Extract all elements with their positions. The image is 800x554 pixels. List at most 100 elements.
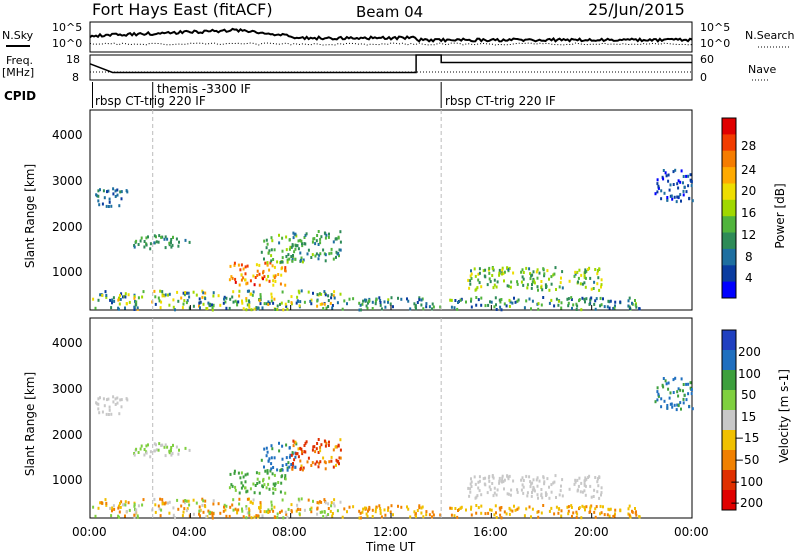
velocity-cell (309, 507, 312, 511)
power-cell (577, 280, 579, 284)
velocity-cell (361, 510, 364, 514)
velocity-cell (614, 512, 616, 516)
power-cell (683, 185, 686, 189)
power-cell (133, 245, 136, 249)
velocity-cell (177, 452, 180, 456)
velocity-cell (379, 509, 382, 512)
power-cell (248, 305, 251, 309)
velocity-cell (233, 469, 236, 473)
velocity-cell (687, 392, 690, 396)
power-cell (273, 297, 276, 301)
power-cell (348, 297, 351, 301)
velocity-cell (327, 507, 330, 510)
power-cell (204, 297, 207, 301)
velocity-cell (587, 476, 590, 479)
power-cell (560, 301, 563, 305)
power-cell (301, 260, 304, 264)
velocity-cell (274, 488, 277, 491)
velocity-cell (679, 401, 682, 405)
velocity-cell (523, 514, 526, 518)
velocity-cell (352, 505, 355, 509)
power-cell (187, 291, 190, 295)
power-cell (107, 205, 110, 208)
velocity-cell (325, 514, 328, 518)
velocity-cell (390, 504, 393, 508)
power-cell (253, 307, 256, 311)
velocity-cell (153, 449, 156, 453)
power-colorbar-segment (722, 281, 736, 299)
power-cell (199, 306, 201, 310)
power-cell (525, 299, 528, 303)
power-cell (540, 303, 543, 307)
freq-left-tick-top: 18 (66, 53, 80, 66)
power-cell (265, 238, 268, 242)
velocity-cell (219, 511, 222, 515)
power-cell (493, 278, 496, 282)
velocity-cell (520, 478, 523, 482)
velocity-cell (242, 475, 245, 479)
velocity-cell (528, 505, 531, 509)
power-cell (292, 231, 295, 235)
velocity-cell (117, 506, 120, 510)
power-cell (516, 282, 519, 286)
velocity-cell (268, 509, 271, 513)
power-cell (379, 303, 382, 307)
power-cell (170, 238, 173, 241)
nsearch-label: N.Search (745, 29, 795, 42)
power-cell (531, 280, 534, 284)
power-cell (583, 281, 586, 285)
power-cell (470, 299, 472, 303)
cpid-label: CPID (4, 89, 37, 103)
power-cell (322, 248, 325, 252)
velocity-cell (500, 506, 503, 509)
velocity-cell (475, 504, 478, 507)
velocity-cell (487, 511, 490, 515)
power-cell (198, 301, 201, 305)
power-cell (595, 297, 598, 301)
velocity-cell (238, 491, 241, 495)
power-cell (664, 171, 667, 175)
power-cell (303, 300, 306, 304)
velocity-cell (577, 488, 579, 492)
velocity-cell (467, 486, 470, 490)
power-cell (316, 234, 319, 237)
velocity-cell (418, 506, 421, 510)
power-cell (598, 288, 601, 292)
power-cell (507, 267, 510, 271)
power-cell (300, 256, 303, 260)
power-cell (584, 300, 586, 304)
velocity-cell (470, 480, 473, 484)
power-cell (506, 266, 509, 270)
velocity-bar-tick-200: 200 (738, 345, 761, 359)
velocity-cell (432, 513, 435, 517)
power-cell (335, 250, 338, 254)
power-cell (161, 290, 164, 294)
power-cell (291, 243, 294, 247)
time-tick-0000: 00:00 (72, 525, 107, 539)
power-cell (413, 302, 416, 306)
velocity-cell (558, 493, 561, 497)
power-cell (104, 290, 107, 294)
power-colorbar-segment (722, 199, 736, 217)
velocity-cell (281, 498, 284, 502)
velocity-cell (116, 401, 119, 405)
velocity-cell (613, 514, 616, 518)
power-cell (668, 188, 671, 192)
velocity-cell (598, 496, 601, 500)
freq-right-tick-top: 60 (700, 53, 714, 66)
velocity-cell (677, 403, 680, 407)
power-cell (234, 280, 237, 284)
velocity-cell (252, 498, 255, 502)
power-cell (124, 306, 126, 310)
velocity-cell (507, 475, 510, 479)
velocity-cell (97, 506, 100, 510)
power-cell (167, 293, 169, 297)
velocity-cell (315, 460, 318, 464)
power-cell (290, 301, 293, 305)
velocity-cell (111, 506, 114, 510)
velocity-cell (328, 460, 331, 464)
power-cell (627, 299, 630, 303)
velocity-cell (153, 497, 156, 501)
velocity-cell (536, 510, 539, 514)
power-cell (183, 293, 186, 297)
